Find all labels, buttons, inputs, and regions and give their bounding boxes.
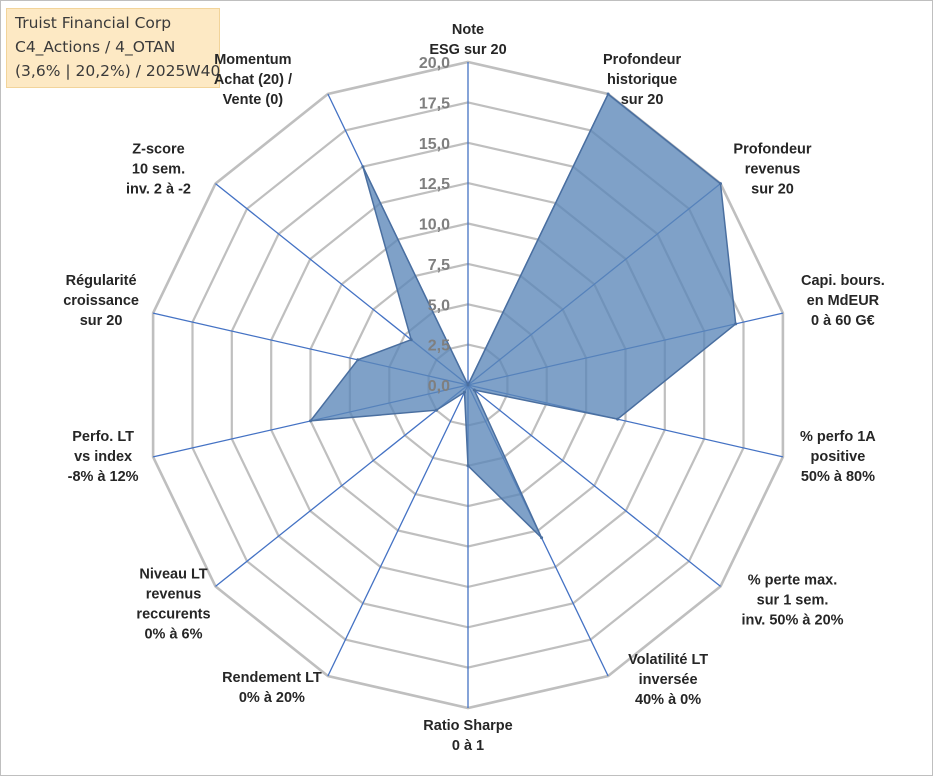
axis-label: Niveau LT revenus reccurents 0% à 6% xyxy=(136,566,210,642)
axis-label-line: % perte max. xyxy=(748,572,837,588)
label-layer: Note ESG sur 20 Profondeur historique sur 20… xyxy=(63,22,885,754)
data-point xyxy=(540,536,544,540)
axis-label-line: % perfo 1A xyxy=(800,429,876,445)
data-point xyxy=(361,165,365,169)
axis-label: % perte max. sur 1 sem. inv. 50% à 20% xyxy=(741,572,843,628)
tick-label: 0,0 xyxy=(428,378,450,395)
series-layer xyxy=(308,92,738,540)
axis-label: Profondeur revenus sur 20 xyxy=(733,142,811,198)
tick-label: 12,5 xyxy=(419,176,450,193)
axis-label-line: revenus xyxy=(745,162,801,178)
axis-label-line: Z-score xyxy=(132,142,184,158)
axis-label: Ratio Sharpe 0 à 1 xyxy=(423,718,512,754)
axis-label-line: Ratio Sharpe xyxy=(423,718,512,734)
data-point xyxy=(463,390,466,394)
axis-label-line: 0% à 20% xyxy=(239,690,305,706)
axis-label: Perfo. LT vs index -8% à 12% xyxy=(68,429,139,485)
info-box: Truist Financial Corp C4_Actions / 4_OTA… xyxy=(6,8,220,88)
axis-label-line: historique xyxy=(607,72,677,88)
axis-label-line: Momentum xyxy=(214,52,291,68)
axis-label: Régularité croissance sur 20 xyxy=(63,273,139,329)
axis-label-line: en MdEUR xyxy=(807,293,880,309)
data-point xyxy=(309,419,312,423)
axis-label-line: Vente (0) xyxy=(223,92,284,108)
axis-label-line: 0% à 6% xyxy=(144,626,202,642)
info-category: C4_Actions / 4_OTAN xyxy=(15,38,176,56)
axis-label-line: 50% à 80% xyxy=(801,469,875,485)
axis-label-line: Profondeur xyxy=(733,142,811,158)
tick-label: 5,0 xyxy=(428,297,450,314)
axis-label: Capi. bours. en MdEUR 0 à 60 G€ xyxy=(801,273,885,329)
axis-label-line: 40% à 0% xyxy=(635,692,701,708)
axis-label-line: 10 sem. xyxy=(132,162,185,178)
axis-label-line: 0 à 1 xyxy=(452,738,484,754)
data-point xyxy=(466,383,470,387)
tick-layer: 0,0 2,5 5,0 7,5 10,0 12,5 15,0 17,5 20,0 xyxy=(419,55,450,395)
data-point xyxy=(356,358,360,362)
axis-label-line: inv. 50% à 20% xyxy=(741,612,843,628)
axis-label-line: inversée xyxy=(639,672,698,688)
axis-label-line: vs index xyxy=(74,449,132,465)
tick-label: 17,5 xyxy=(419,95,450,112)
axis-label-line: sur 20 xyxy=(621,92,664,108)
axis-spoke xyxy=(327,384,469,677)
data-point xyxy=(409,338,413,342)
tick-label: 15,0 xyxy=(419,136,450,153)
axis-spoke xyxy=(215,384,469,587)
info-company: Truist Financial Corp xyxy=(15,14,172,32)
axis-label-line: Rendement LT xyxy=(222,670,322,686)
data-point xyxy=(734,322,738,326)
data-point xyxy=(434,408,438,412)
info-stats: (3,6% | 20,2%) / 2025W40 xyxy=(15,62,221,80)
axis-label: Momentum Achat (20) / Vente (0) xyxy=(214,52,292,108)
data-point xyxy=(616,417,620,421)
axis-label-line: sur 1 sem. xyxy=(757,592,829,608)
axis-spoke xyxy=(467,384,721,587)
axis-label-line: Volatilité LT xyxy=(628,652,708,668)
data-point xyxy=(472,388,476,392)
axis-label-line: Note xyxy=(452,22,484,38)
axis-label-line: Niveau LT xyxy=(139,566,207,582)
axis-label: Volatilité LT inversée 40% à 0% xyxy=(628,652,708,708)
data-point xyxy=(606,92,610,96)
tick-label: 20,0 xyxy=(419,55,450,72)
axis-label-line: croissance xyxy=(63,293,139,309)
axis-label: Note ESG sur 20 xyxy=(429,22,506,58)
data-point xyxy=(719,182,722,186)
tick-label: 2,5 xyxy=(428,338,450,355)
axis-label-line: positive xyxy=(811,449,866,465)
axis-label: % perfo 1A positive 50% à 80% xyxy=(800,429,876,485)
axis-label-line: 0 à 60 G€ xyxy=(811,313,875,329)
axis-label-line: revenus xyxy=(146,586,202,602)
axis-label-line: Perfo. LT xyxy=(72,429,134,445)
axis-label-line: sur 20 xyxy=(751,182,794,198)
tick-label: 10,0 xyxy=(419,217,450,234)
axis-label: Profondeur historique sur 20 xyxy=(603,52,681,108)
series-area xyxy=(308,92,737,539)
axis-label-line: reccurents xyxy=(136,606,210,622)
axis-label-line: Achat (20) / xyxy=(214,72,292,88)
axis-label-line: Capi. bours. xyxy=(801,273,885,289)
axis-label: Rendement LT 0% à 20% xyxy=(222,670,322,706)
axis-label: Z-score 10 sem. inv. 2 à -2 xyxy=(126,142,191,198)
tick-label: 7,5 xyxy=(428,257,450,274)
axis-label-line: ESG sur 20 xyxy=(429,42,506,58)
axis-label-line: inv. 2 à -2 xyxy=(126,182,191,198)
data-point xyxy=(466,464,470,468)
axis-label-line: Profondeur xyxy=(603,52,681,68)
axis-label-line: sur 20 xyxy=(80,313,123,329)
axis-label-line: -8% à 12% xyxy=(68,469,139,485)
axis-label-line: Régularité xyxy=(66,273,137,289)
